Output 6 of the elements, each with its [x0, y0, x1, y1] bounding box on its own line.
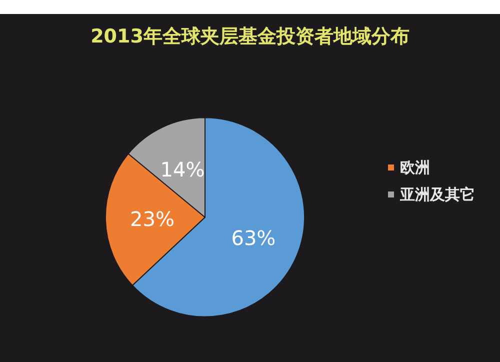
legend-label: 亚洲及其它 [399, 186, 475, 204]
data-label: 23% [130, 206, 174, 231]
chart-title: 2013年全球夹层基金投资者地域分布 [90, 26, 410, 48]
data-label: 63% [231, 226, 276, 250]
legend-label: 欧洲 [400, 158, 430, 176]
data-label: 14% [160, 157, 205, 182]
